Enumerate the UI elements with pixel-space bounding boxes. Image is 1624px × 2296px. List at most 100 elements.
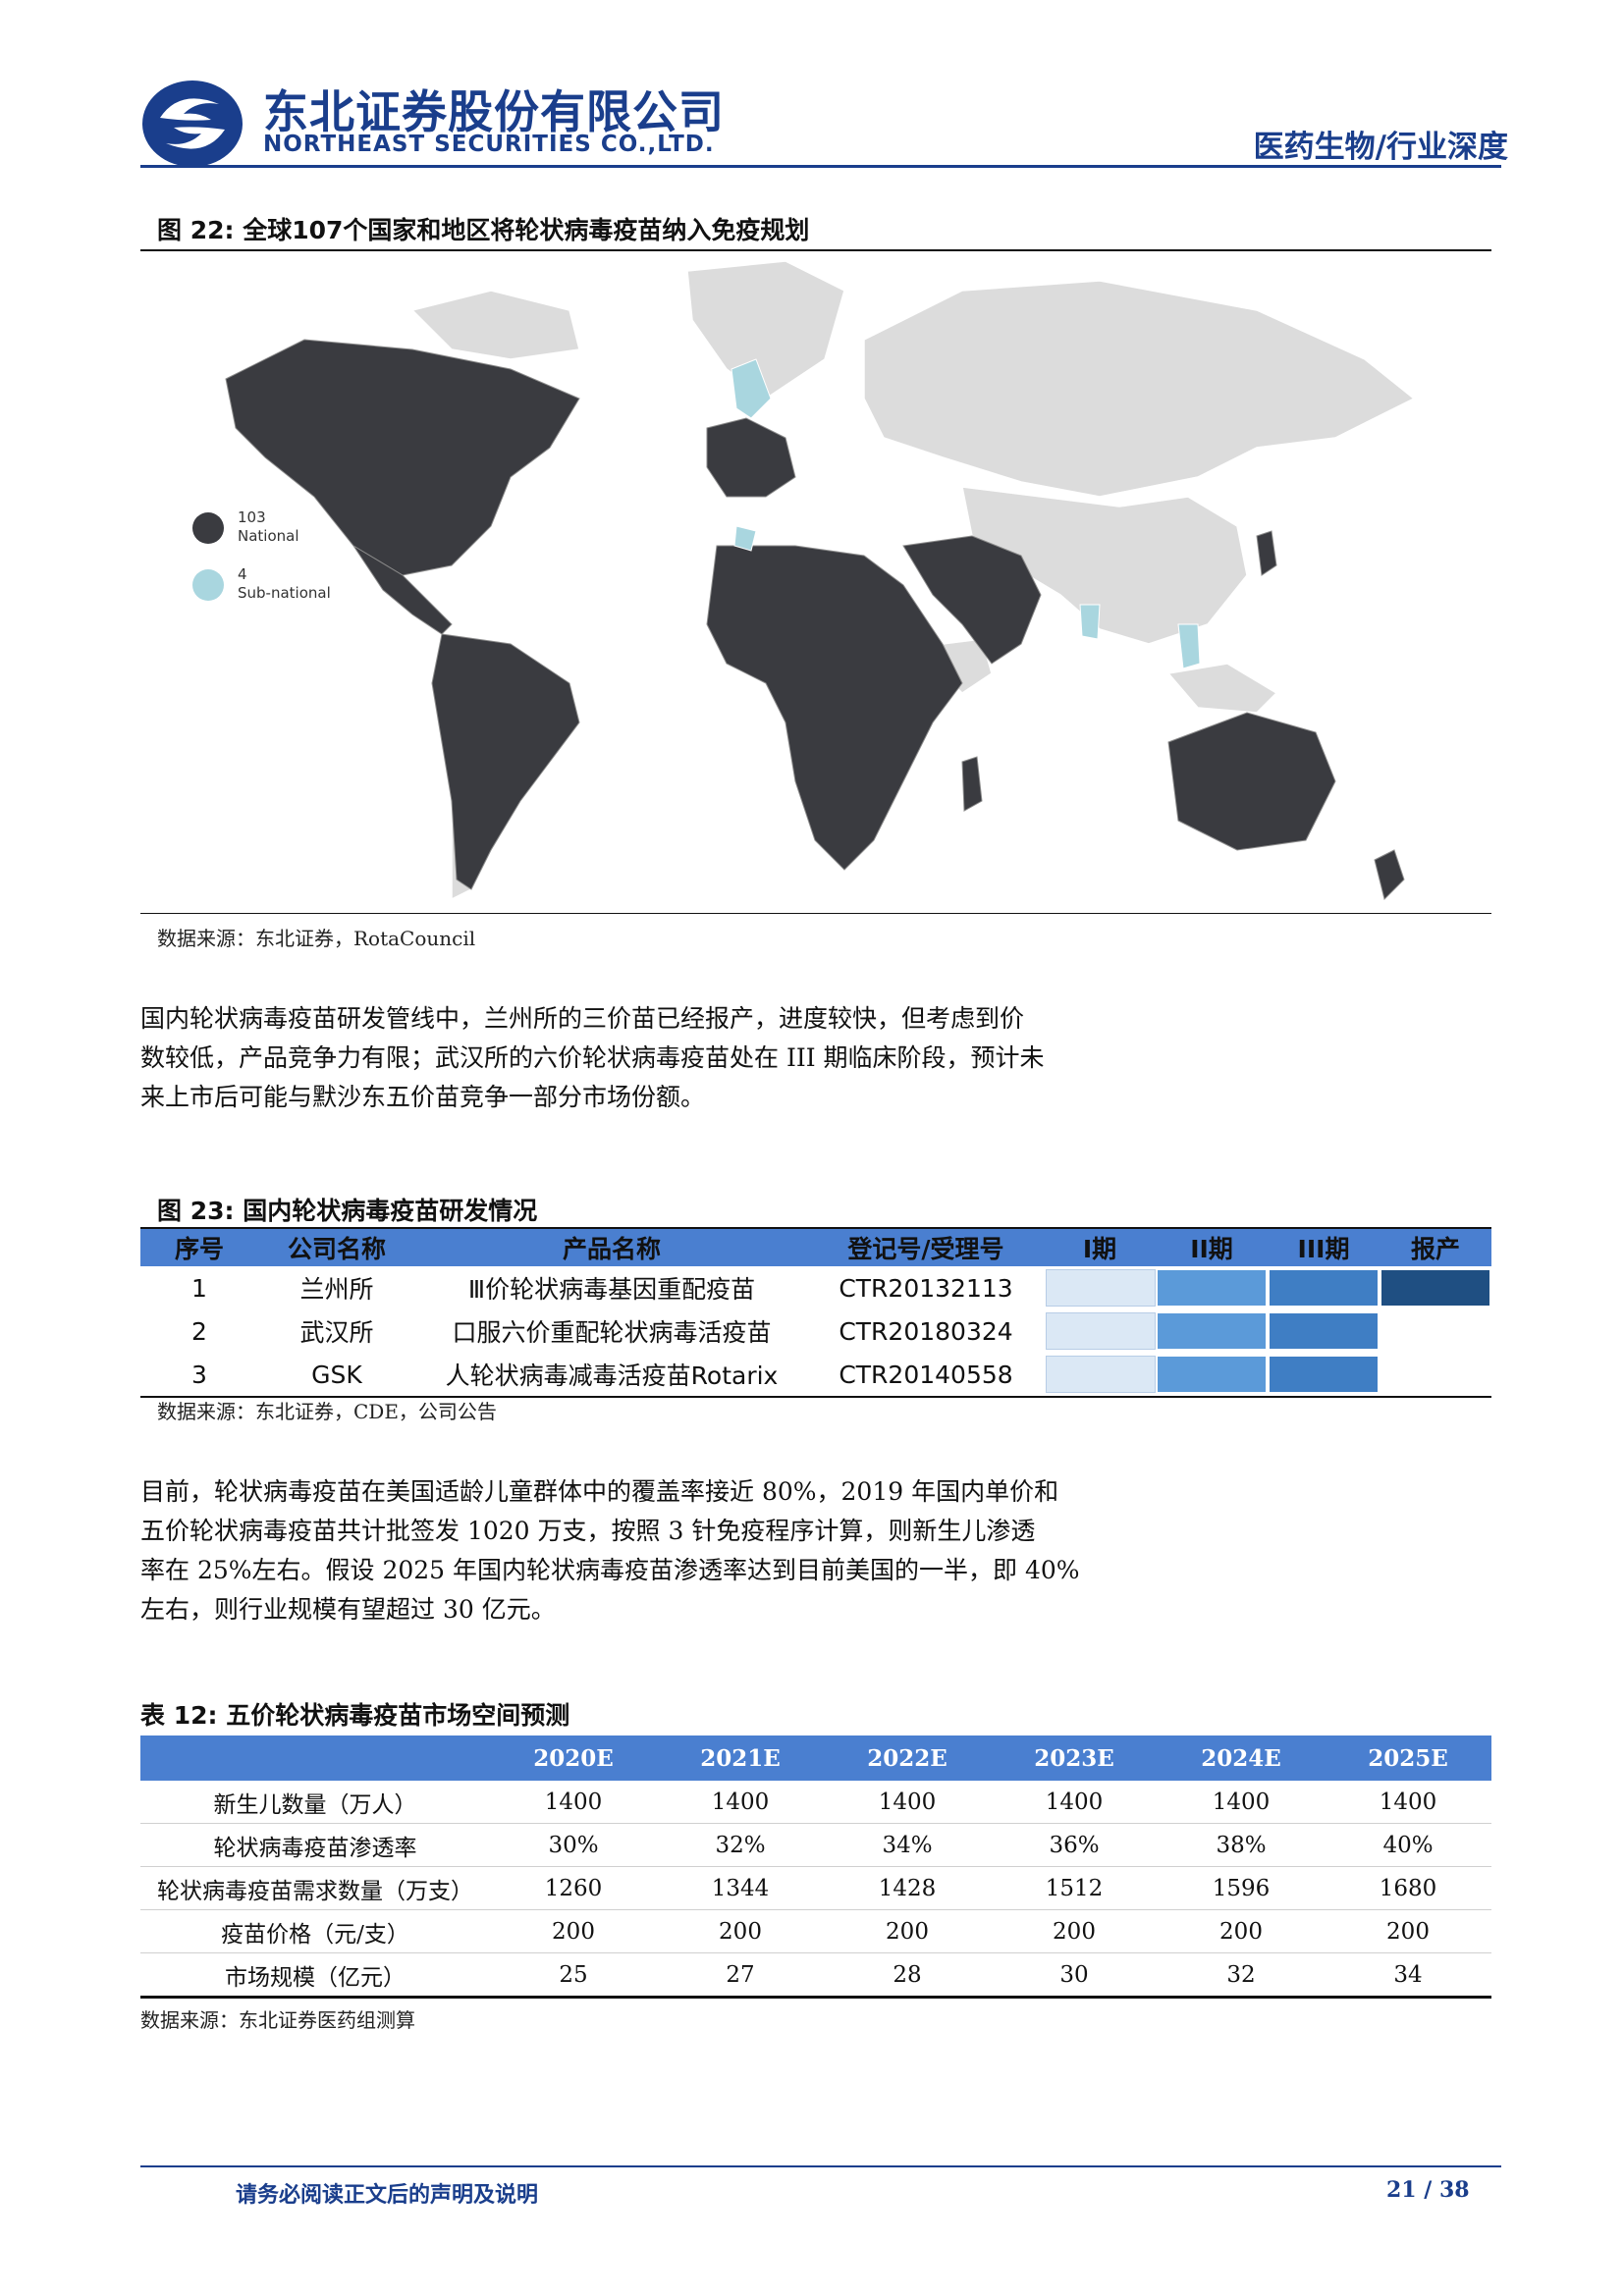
paragraph-2-line: 目前，轮状病毒疫苗在美国适龄儿童群体中的覆盖率接近 80%，2019 年国内单价…	[140, 1477, 1059, 1506]
forecast-cell: 轮状病毒疫苗渗透率	[140, 1823, 490, 1867]
rd-company: 武汉所	[299, 1318, 374, 1347]
figure-22-top-rule	[140, 249, 1491, 251]
forecast-cell: 200	[1158, 1909, 1325, 1953]
forecast-header-cell: 2021E	[657, 1735, 824, 1781]
rd-header-cell: 序号	[140, 1229, 258, 1266]
forecast-cell: 32%	[657, 1823, 824, 1867]
forecast-cell: 1428	[824, 1866, 991, 1910]
rd-header-cell: II期	[1156, 1229, 1268, 1266]
paragraph-1-line: 数较低，产品竞争力有限；武汉所的六价轮状病毒疫苗处在 III 期临床阶段，预计未	[140, 1043, 1045, 1072]
forecast-cell: 34%	[824, 1823, 991, 1867]
stage-bar	[1046, 1269, 1156, 1307]
header-rule	[140, 165, 1501, 168]
figure-23-top-rule	[140, 1227, 1491, 1229]
rd-no: 2	[191, 1316, 207, 1346]
table-row: 轮状病毒疫苗需求数量（万支） 1260 1344 1428 1512 1596 …	[140, 1866, 1491, 1910]
rd-table-header-row: 序号 公司名称 产品名称 登记号/受理号 I期 II期 III期 报产	[140, 1229, 1491, 1266]
table-12-source: 数据来源：东北证券医药组测算	[140, 2008, 415, 2032]
table-row: 市场规模（亿元） 25 27 28 30 32 34	[140, 1952, 1491, 1999]
figure-22-title: 图 22: 全球107个国家和地区将轮状病毒疫苗纳入免疫规划	[157, 216, 810, 244]
forecast-cell: 27	[657, 1952, 824, 1999]
rd-no: 1	[191, 1273, 207, 1303]
table-row: 疫苗价格（元/支） 200 200 200 200 200 200	[140, 1909, 1491, 1953]
footer-disclaimer: 请务必阅读正文后的声明及说明	[236, 2183, 539, 2208]
forecast-cell: 34	[1325, 1952, 1491, 1999]
page-number: 21 / 38	[1386, 2177, 1470, 2203]
stage-bar	[1381, 1357, 1489, 1392]
forecast-cell: 1260	[490, 1866, 657, 1910]
table-row: 轮状病毒疫苗渗透率 30% 32% 34% 36% 38% 40%	[140, 1823, 1491, 1867]
rd-reg: CTR20132113	[839, 1273, 1013, 1303]
footer-rule	[140, 2165, 1501, 2167]
forecast-cell: 38%	[1158, 1823, 1325, 1867]
forecast-cell: 40%	[1325, 1823, 1491, 1867]
rd-reg: CTR20140558	[808, 1353, 1044, 1398]
stage-bar	[1158, 1357, 1266, 1392]
forecast-cell: 200	[824, 1909, 991, 1953]
stage-bar	[1270, 1313, 1378, 1349]
stage-bar	[1158, 1270, 1266, 1306]
paragraph-1: 国内轮状病毒疫苗研发管线中，兰州所的三价苗已经报产，进度较快，但考虑到价 数较低…	[140, 999, 1181, 1117]
forecast-cell: 200	[657, 1909, 824, 1953]
table-row: 3 GSK 人轮状病毒减毒活疫苗Rotarix CTR20140558	[140, 1353, 1491, 1398]
rd-header-cell: I期	[1044, 1229, 1156, 1266]
forecast-cell: 疫苗价格（元/支）	[140, 1909, 490, 1953]
rd-company: 兰州所	[299, 1275, 374, 1304]
stage-bar	[1158, 1313, 1266, 1349]
stage-bar	[1270, 1270, 1378, 1306]
forecast-cell: 轮状病毒疫苗需求数量（万支）	[140, 1866, 490, 1910]
rd-header-cell: 报产	[1380, 1229, 1491, 1266]
table-row: 新生儿数量（万人） 1400 1400 1400 1400 1400 1400	[140, 1781, 1491, 1824]
rd-company: GSK	[258, 1353, 415, 1398]
rd-product: Ⅲ价轮状病毒基因重配疫苗	[467, 1275, 756, 1304]
forecast-cell: 200	[1325, 1909, 1491, 1953]
rd-pipeline-table: 序号 公司名称 产品名称 登记号/受理号 I期 II期 III期 报产 1 兰州…	[140, 1229, 1491, 1398]
rd-header-cell: 公司名称	[258, 1229, 415, 1266]
map-legend: 103 National 4 Sub-national	[192, 508, 331, 602]
table-row: 1 兰州所 Ⅲ价轮状病毒基因重配疫苗 CTR20132113	[140, 1266, 1491, 1309]
figure-23-source: 数据来源：东北证券，CDE，公司公告	[157, 1400, 497, 1423]
legend-national-swatch	[192, 512, 224, 544]
market-forecast-table: 2020E 2021E 2022E 2023E 2024E 2025E 新生儿数…	[140, 1735, 1491, 1999]
legend-subnational-swatch	[192, 569, 224, 601]
forecast-cell: 36%	[991, 1823, 1158, 1867]
company-logo	[142, 80, 243, 167]
table-row: 2 武汉所 口服六价重配轮状病毒活疫苗 CTR20180324	[140, 1309, 1491, 1353]
forecast-cell: 1512	[991, 1866, 1158, 1910]
rd-product: 口服六价重配轮状病毒活疫苗	[452, 1318, 772, 1347]
forecast-header-cell: 2020E	[490, 1735, 657, 1781]
forecast-cell: 1400	[1325, 1781, 1491, 1824]
paragraph-2: 目前，轮状病毒疫苗在美国适龄儿童群体中的覆盖率接近 80%，2019 年国内单价…	[140, 1472, 1181, 1629]
forecast-cell: 1400	[1158, 1781, 1325, 1824]
forecast-cell: 新生儿数量（万人）	[140, 1781, 490, 1824]
report-sector: 医药生物/行业深度	[1253, 130, 1508, 165]
forecast-cell: 28	[824, 1952, 991, 1999]
figure-22-bottom-rule	[140, 913, 1491, 914]
rd-no: 3	[140, 1353, 258, 1398]
forecast-header-row: 2020E 2021E 2022E 2023E 2024E 2025E	[140, 1735, 1491, 1781]
stage-bar	[1381, 1270, 1489, 1306]
rd-product: 人轮状病毒减毒活疫苗Rotarix	[415, 1353, 808, 1398]
forecast-cell: 200	[991, 1909, 1158, 1953]
rd-header-cell: III期	[1268, 1229, 1380, 1266]
forecast-header-cell: 2025E	[1325, 1735, 1491, 1781]
paragraph-2-line: 五价轮状病毒疫苗共计批签发 1020 万支，按照 3 针免疫程序计算，则新生儿渗…	[140, 1517, 1036, 1545]
table-12-title: 表 12: 五价轮状病毒疫苗市场空间预测	[140, 1701, 570, 1730]
forecast-header-cell: 2024E	[1158, 1735, 1325, 1781]
forecast-cell: 1400	[490, 1781, 657, 1824]
forecast-cell: 30	[991, 1952, 1158, 1999]
forecast-cell: 25	[490, 1952, 657, 1999]
world-map: 103 National 4 Sub-national	[157, 251, 1483, 915]
rd-reg: CTR20180324	[839, 1316, 1013, 1346]
map-land-national	[225, 339, 1405, 900]
forecast-header-cell	[140, 1735, 490, 1781]
forecast-cell: 1400	[657, 1781, 824, 1824]
stage-bar	[1270, 1357, 1378, 1392]
forecast-cell: 1400	[991, 1781, 1158, 1824]
figure-22-source: 数据来源：东北证券，RotaCouncil	[157, 927, 476, 950]
forecast-cell: 1680	[1325, 1866, 1491, 1910]
legend-national-label: National	[238, 527, 299, 545]
forecast-cell: 30%	[490, 1823, 657, 1867]
paragraph-1-line: 来上市后可能与默沙东五价苗竞争一部分市场份额。	[140, 1083, 706, 1111]
figure-23-title: 图 23: 国内轮状病毒疫苗研发情况	[157, 1197, 538, 1225]
